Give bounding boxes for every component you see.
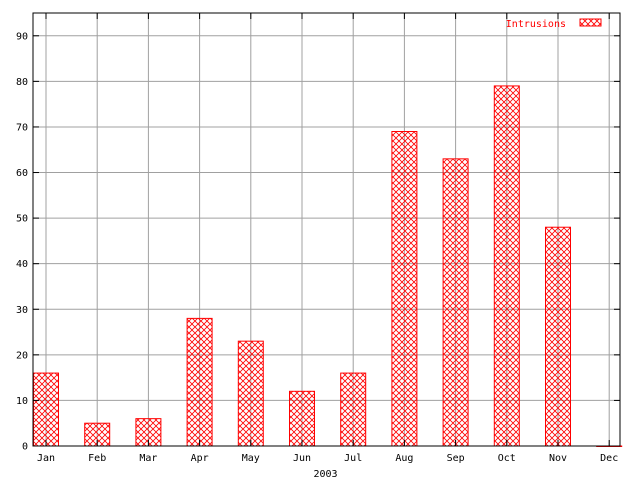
bar-sep: [442, 158, 469, 447]
bar-apr: [186, 317, 213, 447]
x-tick-label-oct: Oct: [498, 453, 516, 464]
bar-oct: [493, 85, 520, 447]
plot-border: [32, 12, 621, 447]
bar-aug: [391, 131, 418, 447]
y-tick-label-30: 30: [16, 305, 28, 316]
legend-swatch-intrusions: [579, 18, 602, 27]
y-tick-label-60: 60: [16, 168, 28, 179]
y-tick-label-80: 80: [16, 77, 28, 88]
y-tick-label-20: 20: [16, 350, 28, 361]
legend-label-intrusions: Intrusions: [506, 19, 566, 30]
x-axis-title: 2003: [313, 469, 337, 480]
x-tick-label-aug: Aug: [395, 453, 413, 464]
bars: [33, 85, 623, 447]
bar-jun: [289, 390, 315, 447]
y-tick-label-90: 90: [16, 31, 28, 42]
bar-nov: [545, 226, 571, 447]
x-tick-label-apr: Apr: [191, 453, 209, 464]
x-tick-label-dec: Dec: [600, 453, 618, 464]
legend: Intrusions: [506, 18, 602, 30]
y-tick-label-50: 50: [16, 214, 28, 225]
x-tick-label-feb: Feb: [88, 453, 106, 464]
x-tick-label-may: May: [242, 453, 260, 464]
bar-jan: [33, 372, 59, 447]
x-tick-label-jul: Jul: [344, 453, 362, 464]
tick-labels: 0 10 20 30 40 50 60 70 80 90 Jan Feb Mar Apr May Jun Jul…: [16, 31, 618, 464]
bar-jul: [340, 372, 367, 447]
y-tick-label-0: 0: [22, 442, 28, 453]
plot-frame: [32, 12, 621, 447]
grid: [33, 13, 620, 446]
x-tick-label-jun: Jun: [293, 453, 311, 464]
x-tick-label-sep: Sep: [447, 453, 465, 464]
y-tick-label-10: 10: [16, 396, 28, 407]
y-tick-label-70: 70: [16, 122, 28, 133]
x-tick-label-nov: Nov: [549, 453, 567, 464]
y-tick-label-40: 40: [16, 259, 28, 270]
bar-may: [237, 340, 264, 447]
x-tick-label-mar: Mar: [139, 453, 157, 464]
x-tick-label-jan: Jan: [37, 453, 55, 464]
